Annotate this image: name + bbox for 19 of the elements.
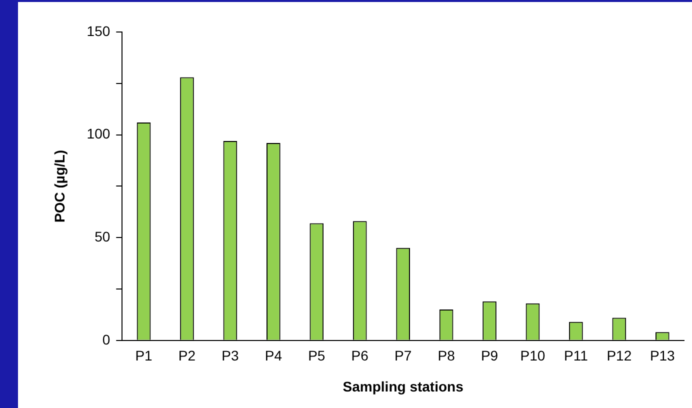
x-axis-title: Sampling stations [342, 378, 464, 394]
y-tick-label: 100 [86, 126, 110, 142]
x-tick-label: P4 [264, 348, 282, 364]
x-tick-label: P2 [178, 348, 196, 364]
x-tick-label: P8 [438, 348, 456, 364]
x-tick-label: P6 [351, 348, 369, 364]
x-tick-label: P5 [308, 348, 326, 364]
x-tick-label: P1 [135, 348, 153, 364]
x-tick-label: P9 [480, 348, 498, 364]
x-tick-label: P7 [394, 348, 412, 364]
x-tick-label: P12 [606, 348, 632, 364]
y-axis-title: POC (µg/L) [51, 150, 68, 223]
y-tick-label: 0 [102, 331, 110, 348]
x-tick-label: P10 [520, 348, 546, 364]
y-tick-label: 150 [86, 22, 110, 39]
x-tick-label: P13 [650, 348, 676, 364]
x-tick-label: P3 [222, 348, 239, 364]
x-tick-label: P11 [564, 348, 588, 364]
y-tick-label: 50 [94, 228, 110, 244]
